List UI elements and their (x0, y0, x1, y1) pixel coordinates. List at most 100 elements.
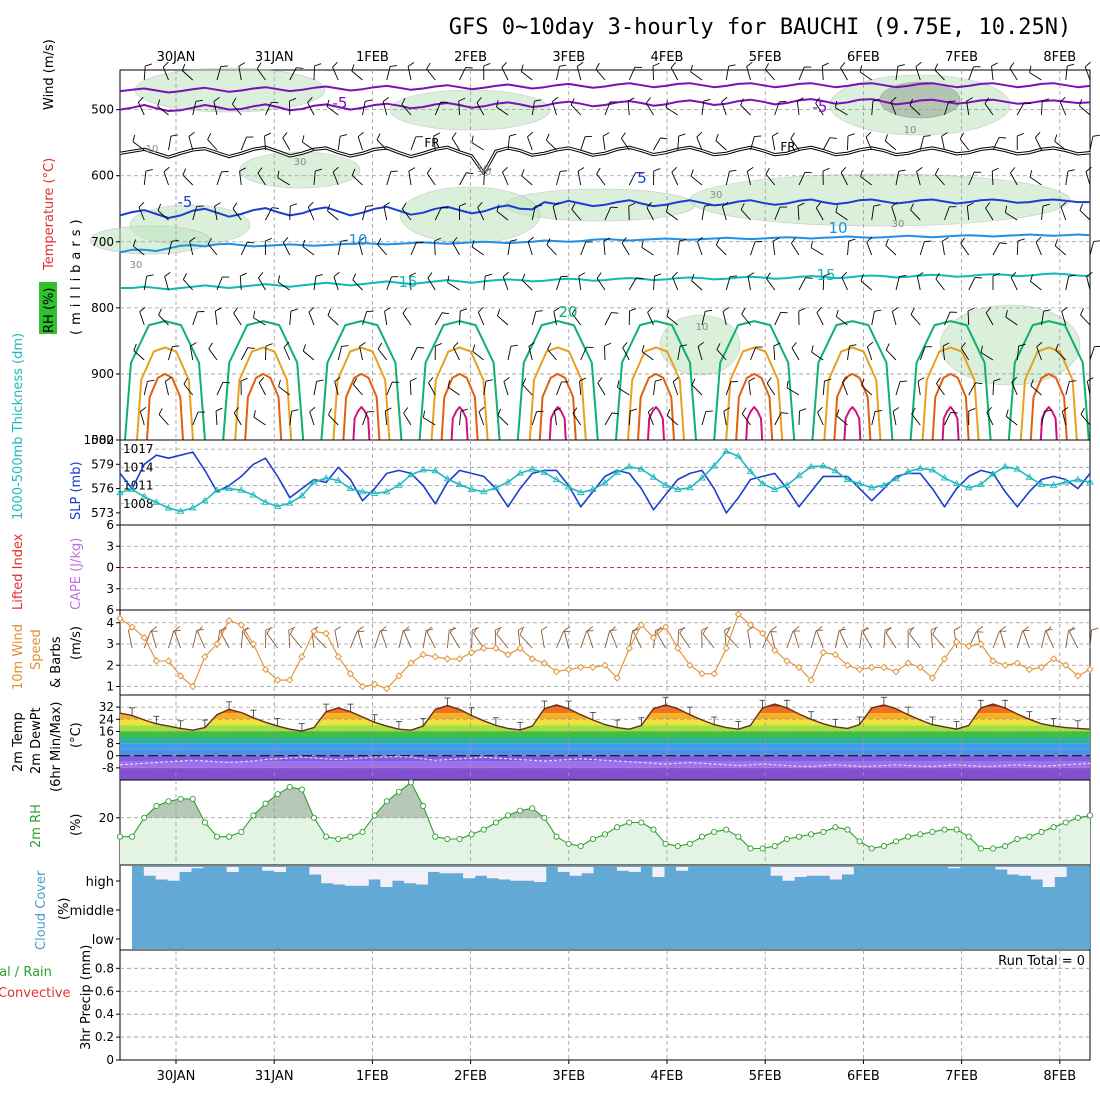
upper-wind-barb-flag (835, 205, 838, 213)
upper-wind-barb-flag (1061, 306, 1068, 312)
temp-contour-20 (124, 320, 206, 441)
upper-wind-barb-flag (824, 378, 832, 382)
upper-wind-barb (917, 381, 921, 396)
wind10-barb (786, 630, 794, 649)
high-cloud-clear (474, 867, 488, 876)
upper-wind-barb-flag (791, 342, 797, 349)
upper-wind-barb (546, 139, 557, 151)
ytick-label: 0 (106, 1053, 114, 1067)
upper-wind-barb (740, 209, 751, 221)
wind10-marker (601, 661, 609, 669)
upper-wind-barb (765, 69, 776, 81)
upper-wind-barb-flag (672, 376, 679, 383)
upper-wind-barb-flag (578, 272, 586, 277)
ylabel-rh: RH (%) (42, 288, 57, 333)
wind10-barb (770, 630, 776, 649)
wind10-marker (795, 663, 803, 672)
rh2m-marker (868, 845, 875, 852)
upper-wind-barb-flag (147, 379, 155, 382)
thickness-marker (164, 504, 173, 511)
upper-wind-barb-flag (428, 377, 434, 384)
upper-wind-barb-flag (630, 408, 638, 412)
upper-wind-barb-flag (942, 342, 950, 347)
rh2m-marker (1014, 835, 1021, 843)
temp-contour-35 (843, 406, 862, 441)
upper-wind-barb (1041, 411, 1045, 426)
ytick-label: 500 (91, 103, 114, 117)
upper-wind-barb (602, 136, 606, 151)
rh2m-marker (323, 833, 330, 840)
wind10-marker (613, 674, 621, 682)
upper-wind-barb (1054, 245, 1067, 256)
upper-wind-barb-flag (910, 203, 914, 211)
wind10-barb-flag (496, 627, 501, 635)
rh2m-marker (395, 788, 402, 795)
upper-wind-barb (750, 136, 755, 151)
upper-wind-barb-flag (1017, 133, 1024, 137)
upper-wind-barb-flag (451, 132, 457, 139)
upper-wind-barb-flag (503, 376, 510, 382)
upper-wind-barb-flag (621, 237, 627, 244)
rh2m-marker (274, 791, 281, 798)
wind10-barb (266, 633, 278, 649)
upper-wind-barb-flag (333, 271, 340, 278)
upper-wind-barb-flag (596, 167, 601, 175)
upper-wind-barb (1010, 172, 1018, 186)
upper-wind-barb-flag (290, 308, 298, 312)
rh2m-marker (310, 814, 318, 821)
wind10-marker (480, 644, 488, 652)
upper-wind-barb (277, 281, 291, 291)
upper-wind-barb-flag (729, 169, 737, 172)
thickness-marker (540, 468, 549, 475)
thickness-marker (334, 476, 343, 483)
upper-wind-barb (895, 381, 901, 396)
upper-wind-barb (672, 381, 679, 396)
top-date-label: 30JAN (157, 50, 196, 65)
ylabel-cloud-unit: (%) (57, 898, 72, 921)
upper-wind-barb (885, 245, 897, 256)
thickness-marker (382, 487, 391, 495)
cloud-level-label: high (86, 875, 114, 890)
wind10-marker (686, 661, 694, 669)
rh2m-marker (965, 833, 972, 840)
upper-wind-barb-flag (171, 239, 179, 242)
wind10-marker (674, 644, 682, 652)
upper-wind-barb (871, 311, 875, 326)
upper-wind-barb (919, 241, 925, 256)
upper-wind-barb (458, 100, 460, 116)
thickness-marker (916, 464, 925, 471)
upper-wind-barb-flag (898, 169, 906, 172)
upper-wind-barb (428, 382, 436, 396)
upper-wind-barb-flag (805, 277, 813, 279)
upper-wind-barb-flag (617, 380, 620, 388)
upper-wind-barb-flag (207, 237, 213, 245)
temp-contour-35 (647, 406, 665, 441)
high-cloud-clear (415, 867, 428, 885)
wind10-barb-flag (839, 628, 847, 631)
rh2m-marker (298, 786, 305, 793)
upper-wind-barb (621, 138, 630, 151)
upper-wind-barb-flag (559, 64, 567, 67)
contour-label: -5 (333, 94, 348, 112)
upper-wind-barb-flag (909, 98, 914, 106)
upper-wind-barb-flag (158, 408, 163, 415)
upper-wind-barb (697, 346, 703, 361)
upper-wind-barb-flag (985, 307, 992, 314)
upper-wind-barb-flag (627, 97, 635, 102)
upper-wind-barb-flag (866, 236, 873, 243)
upper-wind-barb (817, 412, 824, 426)
rh2m-marker (686, 840, 693, 847)
wind10-barb (288, 630, 291, 649)
rh2m-marker (614, 824, 621, 831)
upper-wind-barb (1086, 381, 1091, 396)
upper-wind-barb-flag (307, 97, 313, 103)
ytick-label: 1 (106, 680, 114, 694)
upper-wind-barb (407, 66, 412, 81)
upper-wind-barb (216, 171, 222, 186)
upper-wind-barb (1089, 346, 1095, 361)
wind10-barb (540, 630, 545, 649)
ytick-label: 32 (99, 700, 114, 714)
upper-wind-barb (164, 381, 169, 396)
upper-wind-barb (627, 101, 630, 116)
temp-contour-30 (833, 372, 872, 441)
